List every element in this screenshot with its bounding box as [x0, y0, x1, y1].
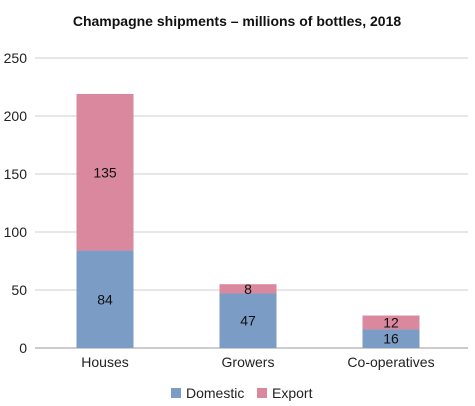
data-label: 8 [244, 281, 252, 297]
legend: Domestic Export [171, 385, 313, 401]
x-category-label: Houses [81, 354, 128, 370]
bar-segment [362, 315, 420, 330]
y-tick-label: 100 [4, 224, 28, 240]
legend-label: Domestic [186, 385, 244, 401]
y-tick-label: 0 [19, 340, 27, 356]
y-tick-label: 250 [4, 50, 28, 66]
y-tick-label: 50 [11, 282, 27, 298]
x-category-label: Co-operatives [347, 354, 434, 370]
data-label: 47 [240, 313, 256, 329]
bar-segment [76, 93, 134, 251]
bar-segment [76, 250, 134, 348]
bar-segment [362, 329, 420, 348]
data-label: 135 [93, 164, 117, 180]
bar-segment [219, 284, 277, 294]
data-label: 84 [97, 291, 113, 307]
y-tick-label: 150 [4, 166, 28, 182]
x-axis-categories: Houses Growers Co-operatives [81, 354, 434, 370]
legend-swatch [257, 388, 267, 398]
legend-label: Export [272, 385, 313, 401]
x-category-label: Growers [222, 354, 275, 370]
data-label: 16 [383, 331, 399, 347]
chart-title: Champagne shipments – millions of bottle… [73, 13, 402, 29]
y-axis-ticks: 0 50 100 150 200 250 [4, 50, 28, 356]
legend-swatch [171, 388, 181, 398]
bar-segment [219, 293, 277, 348]
data-label: 12 [383, 314, 399, 330]
y-tick-label: 200 [4, 108, 28, 124]
bars [76, 93, 420, 348]
